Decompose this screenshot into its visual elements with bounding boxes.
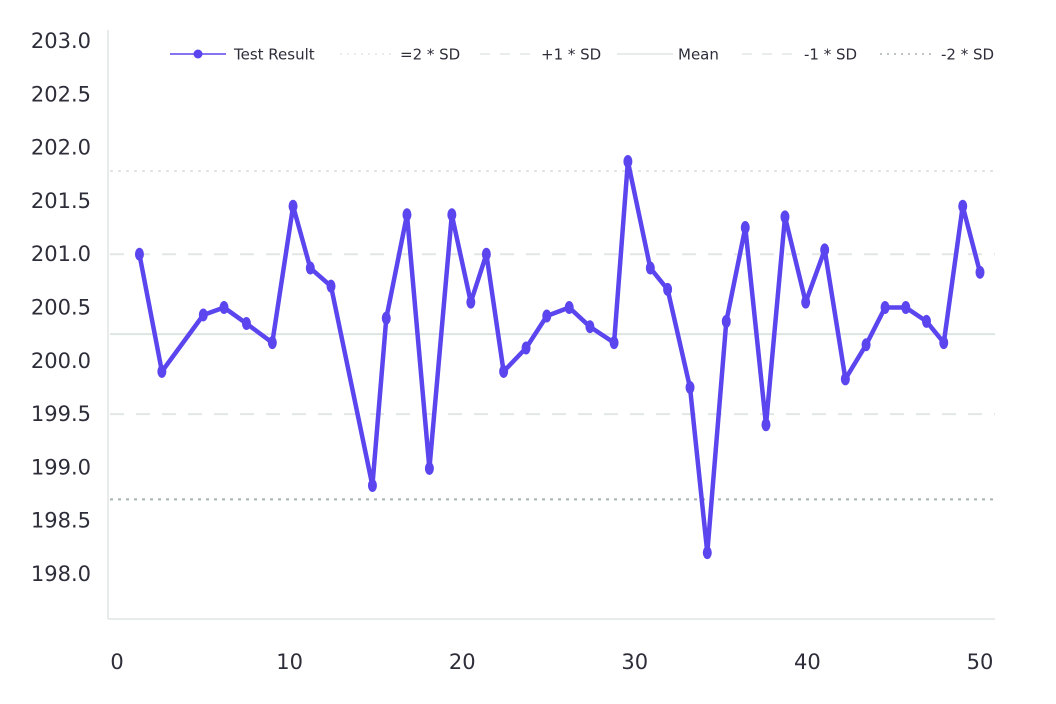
test-result-point[interactable] <box>198 308 208 322</box>
y-tick-label: 198.0 <box>31 562 91 586</box>
legend-item[interactable]: +1 * SD <box>480 46 601 64</box>
legend-swatch-marker <box>193 49 203 59</box>
y-tick-label: 199.0 <box>31 455 91 479</box>
test-result-point[interactable] <box>939 336 949 350</box>
test-result-point[interactable] <box>609 336 619 350</box>
test-result-point[interactable] <box>267 336 277 350</box>
x-tick-label: 10 <box>276 650 303 674</box>
test-result-point[interactable] <box>288 199 298 213</box>
y-tick-label: 201.0 <box>31 242 91 266</box>
y-tick-label: 200.0 <box>31 349 91 373</box>
test-result-point[interactable] <box>921 314 931 328</box>
test-result-point[interactable] <box>861 338 871 352</box>
test-result-point[interactable] <box>241 316 251 330</box>
test-result-point[interactable] <box>801 295 811 309</box>
test-result-point[interactable] <box>975 265 985 279</box>
test-result-point[interactable] <box>219 301 229 314</box>
test-result-point[interactable] <box>880 301 890 314</box>
x-tick-label: 40 <box>794 650 821 674</box>
test-result-point[interactable] <box>381 311 391 325</box>
test-result-point[interactable] <box>447 208 457 222</box>
test-result-point[interactable] <box>134 247 144 261</box>
test-result-point[interactable] <box>305 261 315 275</box>
test-result-point[interactable] <box>761 418 771 432</box>
test-result-point[interactable] <box>542 309 552 323</box>
legend-label: =2 * SD <box>400 46 460 64</box>
test-result-point[interactable] <box>663 282 673 296</box>
test-result-point[interactable] <box>820 243 830 257</box>
test-result-point[interactable] <box>585 320 595 334</box>
test-result-point[interactable] <box>623 154 633 168</box>
legend-item[interactable]: Test Result <box>170 46 315 64</box>
legend-label: -2 * SD <box>941 46 994 64</box>
legend-item[interactable]: -1 * SD <box>742 46 857 64</box>
y-tick-label: 201.5 <box>31 189 91 213</box>
test-result-point[interactable] <box>958 199 968 213</box>
test-result-point[interactable] <box>564 301 574 314</box>
y-tick-label: 198.5 <box>31 509 91 533</box>
y-tick-label: 199.5 <box>31 402 91 426</box>
test-result-point[interactable] <box>466 295 476 309</box>
test-result-point[interactable] <box>702 546 712 560</box>
y-tick-label: 200.5 <box>31 296 91 320</box>
y-tick-label: 203.0 <box>31 29 91 53</box>
test-result-point[interactable] <box>685 380 695 394</box>
x-tick-label: 0 <box>110 650 123 674</box>
test-result-point[interactable] <box>901 301 911 314</box>
legend-item[interactable]: Mean <box>617 46 719 64</box>
test-result-point[interactable] <box>740 221 750 235</box>
legend-label: Mean <box>678 46 719 64</box>
legend-label: +1 * SD <box>541 46 601 64</box>
test-result-line <box>137 159 983 555</box>
test-result-point[interactable] <box>780 210 790 224</box>
test-result-point[interactable] <box>521 341 531 355</box>
test-result-point[interactable] <box>499 364 509 378</box>
test-result-point[interactable] <box>367 479 377 493</box>
test-result-point[interactable] <box>402 208 412 222</box>
y-tick-label: 202.5 <box>31 82 91 106</box>
y-tick-label: 202.0 <box>31 136 91 160</box>
legend-label: Test Result <box>233 46 315 64</box>
test-result-point[interactable] <box>721 314 731 328</box>
x-tick-label: 50 <box>967 650 994 674</box>
legend-item[interactable]: -2 * SD <box>880 46 994 64</box>
legend-label: -1 * SD <box>804 46 857 64</box>
test-result-point[interactable] <box>481 247 491 261</box>
test-result-point[interactable] <box>157 364 167 378</box>
legend-item[interactable]: =2 * SD <box>340 46 460 64</box>
test-result-point[interactable] <box>645 261 655 275</box>
test-result-point[interactable] <box>326 279 336 293</box>
test-result-point[interactable] <box>840 372 850 386</box>
x-tick-label: 20 <box>449 650 476 674</box>
x-tick-label: 30 <box>621 650 648 674</box>
test-result-point[interactable] <box>424 461 434 475</box>
